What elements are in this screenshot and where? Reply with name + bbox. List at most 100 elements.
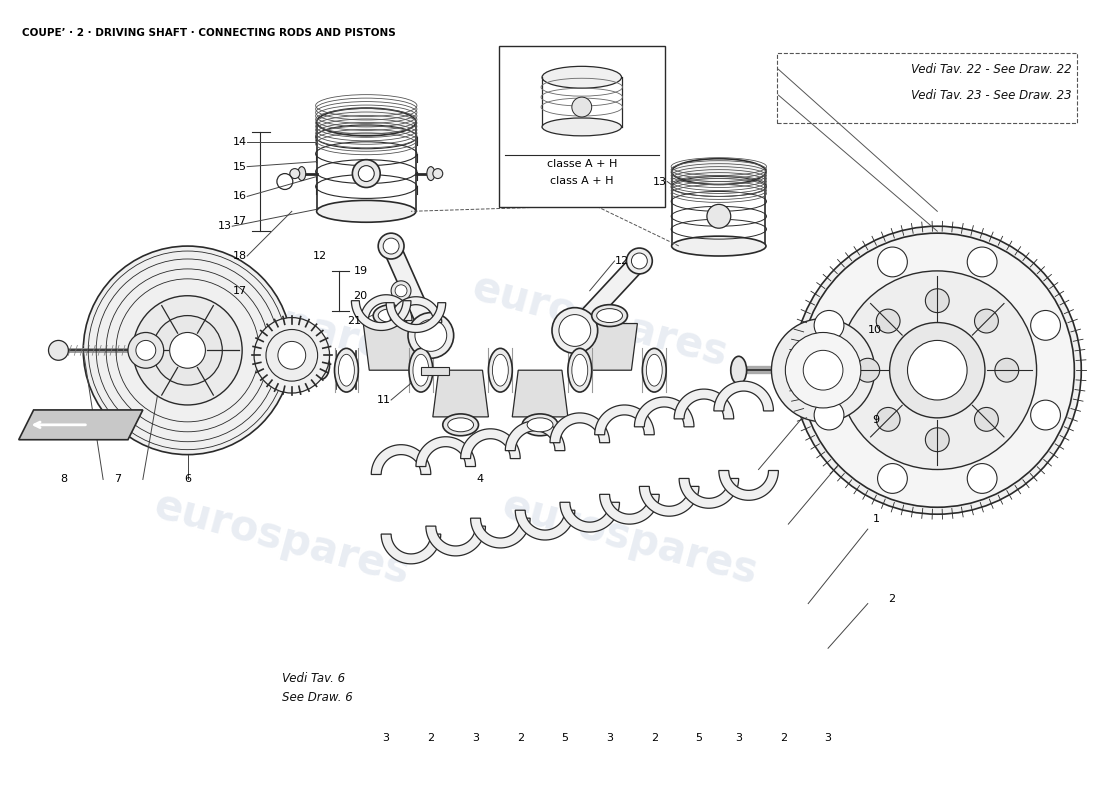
Text: 11: 11 xyxy=(377,395,392,405)
Text: 12: 12 xyxy=(615,256,629,266)
Circle shape xyxy=(383,238,399,254)
Ellipse shape xyxy=(730,356,747,384)
Text: 16: 16 xyxy=(233,191,248,202)
Circle shape xyxy=(559,314,591,346)
Circle shape xyxy=(975,407,999,431)
Ellipse shape xyxy=(378,309,404,322)
Text: 3: 3 xyxy=(606,733,613,742)
Text: 13: 13 xyxy=(653,177,668,186)
Text: 3: 3 xyxy=(383,733,389,742)
Ellipse shape xyxy=(522,414,558,436)
Ellipse shape xyxy=(672,158,766,185)
Circle shape xyxy=(631,253,647,269)
Polygon shape xyxy=(19,410,143,440)
Text: 15: 15 xyxy=(233,162,248,172)
Polygon shape xyxy=(382,534,441,564)
Text: 2: 2 xyxy=(888,594,894,604)
Text: eurospares: eurospares xyxy=(150,266,415,375)
Text: 5: 5 xyxy=(695,733,703,742)
Text: eurospares: eurospares xyxy=(150,485,415,594)
Circle shape xyxy=(408,313,453,358)
Polygon shape xyxy=(582,323,637,370)
Polygon shape xyxy=(386,302,446,333)
Ellipse shape xyxy=(568,348,592,392)
Polygon shape xyxy=(718,470,779,500)
Circle shape xyxy=(814,310,844,340)
Circle shape xyxy=(153,315,222,385)
Ellipse shape xyxy=(542,118,621,136)
Text: 2: 2 xyxy=(780,733,786,742)
Ellipse shape xyxy=(493,354,508,386)
Text: 8: 8 xyxy=(59,474,67,485)
Circle shape xyxy=(128,333,164,368)
Text: 17: 17 xyxy=(233,286,248,296)
Text: 13: 13 xyxy=(218,222,232,231)
Ellipse shape xyxy=(412,354,429,386)
Ellipse shape xyxy=(596,309,623,322)
Ellipse shape xyxy=(592,305,627,326)
Ellipse shape xyxy=(373,305,409,326)
Ellipse shape xyxy=(442,414,478,436)
Text: 2: 2 xyxy=(651,733,658,742)
Text: Vedi Tav. 22 - See Draw. 22: Vedi Tav. 22 - See Draw. 22 xyxy=(911,63,1071,76)
Circle shape xyxy=(801,233,1075,507)
Polygon shape xyxy=(363,323,419,370)
Ellipse shape xyxy=(334,348,359,392)
Polygon shape xyxy=(600,494,659,524)
Ellipse shape xyxy=(448,418,473,432)
Text: 17: 17 xyxy=(233,216,248,226)
Circle shape xyxy=(1031,400,1060,430)
Polygon shape xyxy=(426,526,485,556)
Text: 6: 6 xyxy=(184,474,191,485)
Circle shape xyxy=(1031,310,1060,340)
Circle shape xyxy=(994,358,1019,382)
Text: 12: 12 xyxy=(312,251,327,261)
Polygon shape xyxy=(471,518,530,548)
Ellipse shape xyxy=(337,351,356,389)
Circle shape xyxy=(890,322,984,418)
Circle shape xyxy=(266,330,318,381)
Circle shape xyxy=(967,463,997,494)
Polygon shape xyxy=(416,437,475,466)
Ellipse shape xyxy=(314,351,330,379)
Polygon shape xyxy=(390,297,442,322)
Text: 9: 9 xyxy=(872,415,880,425)
Text: eurospares: eurospares xyxy=(468,266,733,375)
Polygon shape xyxy=(550,413,609,442)
Polygon shape xyxy=(513,370,568,417)
Circle shape xyxy=(136,341,156,360)
Ellipse shape xyxy=(672,236,766,256)
Ellipse shape xyxy=(427,166,434,181)
Polygon shape xyxy=(569,255,646,337)
Circle shape xyxy=(552,308,597,354)
Text: 2: 2 xyxy=(517,733,524,742)
Circle shape xyxy=(395,285,407,297)
Text: 4: 4 xyxy=(477,474,484,485)
Circle shape xyxy=(814,400,844,430)
Circle shape xyxy=(707,204,730,228)
Circle shape xyxy=(838,271,1036,470)
Circle shape xyxy=(925,428,949,452)
Circle shape xyxy=(967,247,997,277)
Circle shape xyxy=(878,247,908,277)
Circle shape xyxy=(771,318,874,422)
Text: 1: 1 xyxy=(872,514,880,524)
Text: 10: 10 xyxy=(868,326,882,335)
Circle shape xyxy=(254,318,330,393)
Circle shape xyxy=(169,333,206,368)
Circle shape xyxy=(785,333,861,408)
Ellipse shape xyxy=(527,418,553,432)
Polygon shape xyxy=(505,421,565,450)
Polygon shape xyxy=(383,242,439,339)
Ellipse shape xyxy=(572,354,587,386)
Text: eurospares: eurospares xyxy=(497,485,762,594)
Text: 7: 7 xyxy=(114,474,122,485)
Circle shape xyxy=(803,350,843,390)
Circle shape xyxy=(925,289,949,313)
Text: 3: 3 xyxy=(825,733,832,742)
Circle shape xyxy=(289,169,299,178)
Circle shape xyxy=(133,296,242,405)
Circle shape xyxy=(856,358,880,382)
Circle shape xyxy=(359,166,374,182)
Polygon shape xyxy=(639,486,698,516)
